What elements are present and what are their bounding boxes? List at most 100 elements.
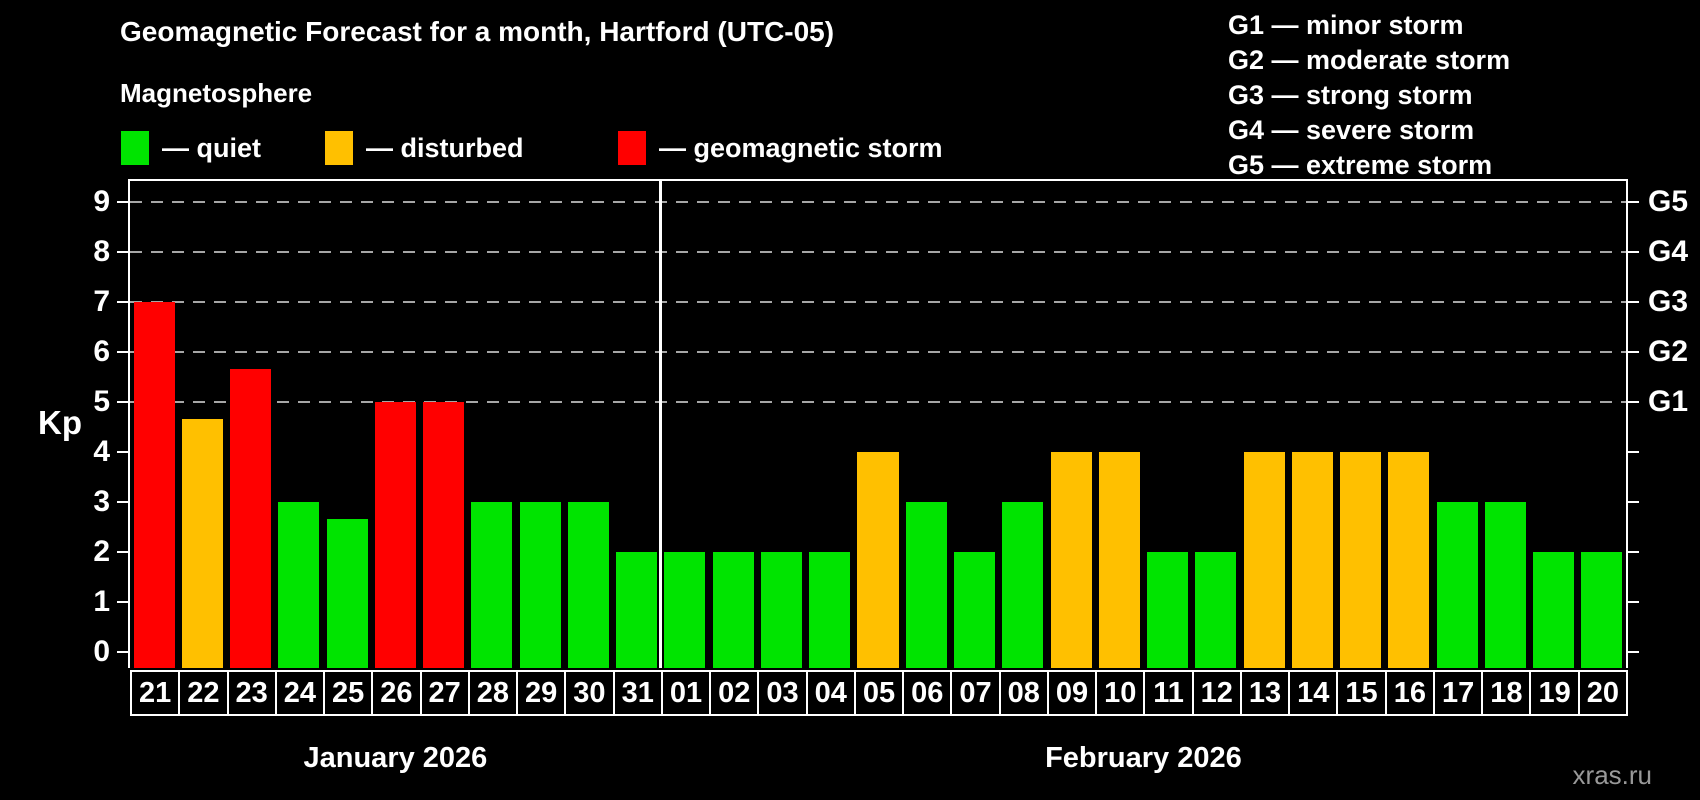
y-axis-tick-right: [1626, 501, 1639, 503]
y-axis-tick-right: [1626, 601, 1639, 603]
g-scale-legend: G1 — minor storm G2 — moderate storm G3 …: [1228, 8, 1510, 183]
y-axis-tick-label: 4: [93, 435, 110, 468]
day-label-02: 02: [709, 670, 758, 716]
legend-label-disturbed: — disturbed: [366, 132, 524, 163]
day-label-15: 15: [1336, 670, 1385, 716]
y-axis-tick-label: 2: [93, 535, 110, 568]
quiet-color-swatch: [121, 131, 149, 165]
storm-color-swatch: [618, 131, 646, 165]
g-scale-tick-label-g1: G1: [1648, 385, 1689, 418]
y-axis-tick-left: [117, 401, 130, 403]
kp-bar-day-30: [567, 502, 609, 668]
kp-bar-day-08: [1002, 502, 1044, 668]
day-label-22: 22: [178, 670, 227, 716]
y-axis-tick-label: 3: [93, 485, 110, 518]
kp-bar-day-28: [471, 502, 513, 668]
y-axis-tick-right: [1626, 551, 1639, 553]
kp-bar-day-16: [1388, 452, 1430, 668]
y-axis-tick-label: 5: [93, 385, 110, 418]
g-scale-legend-g3: G3 — strong storm: [1228, 80, 1473, 110]
day-label-30: 30: [564, 670, 613, 716]
magnetosphere-label: Magnetosphere: [120, 78, 313, 108]
day-label-07: 07: [950, 670, 999, 716]
day-label-20: 20: [1577, 670, 1628, 716]
day-label-26: 26: [371, 670, 420, 716]
kp-bar-day-06: [905, 502, 947, 668]
day-label-03: 03: [757, 670, 806, 716]
gridline-kp8: [130, 251, 1626, 253]
day-label-19: 19: [1529, 670, 1578, 716]
y-axis-tick-right: [1626, 351, 1639, 353]
plot-border-right: [1626, 179, 1628, 668]
y-axis-tick-left: [117, 551, 130, 553]
g-scale-tick-label-g2: G2: [1648, 335, 1689, 368]
day-label-11: 11: [1143, 670, 1192, 716]
gridline-kp6: [130, 351, 1626, 353]
y-axis-tick-right: [1626, 301, 1639, 303]
day-label-14: 14: [1288, 670, 1337, 716]
kp-bar-day-23: [230, 368, 272, 668]
g-scale-tick-label-g4: G4: [1648, 235, 1689, 268]
y-axis-tick-left: [117, 601, 130, 603]
day-label-31: 31: [612, 670, 661, 716]
kp-bar-day-24: [278, 502, 320, 668]
kp-bar-day-14: [1291, 452, 1333, 668]
y-axis-tick-label: 6: [93, 335, 110, 368]
y-axis-tick-left: [117, 651, 130, 653]
kp-bar-day-02: [712, 552, 754, 668]
kp-bar-day-15: [1340, 452, 1382, 668]
day-label-21: 21: [130, 670, 179, 716]
day-label-24: 24: [274, 670, 324, 716]
y-axis-tick-label: 7: [93, 285, 110, 318]
y-axis-tick-left: [117, 251, 130, 253]
kp-bar-day-31: [616, 552, 658, 668]
kp-bar-day-05: [857, 452, 899, 668]
kp-bar-day-20: [1581, 552, 1623, 668]
disturbed-color-swatch: [325, 131, 353, 165]
kp-bar-day-04: [809, 552, 851, 668]
y-axis-tick-label: 1: [93, 585, 110, 618]
g-scale-legend-g2: G2 — moderate storm: [1228, 45, 1511, 75]
g-scale-legend-g4: G4 — severe storm: [1228, 115, 1475, 145]
day-label-17: 17: [1432, 670, 1482, 716]
y-axis-tick-left: [117, 351, 130, 353]
day-label-18: 18: [1481, 670, 1530, 716]
y-axis-tick-left: [117, 301, 130, 303]
kp-bar-day-01: [664, 552, 706, 668]
kp-bar-day-13: [1243, 452, 1285, 668]
legend-item-disturbed: — disturbed: [325, 128, 524, 168]
kp-bar-day-12: [1195, 552, 1237, 668]
y-axis-tick-left: [117, 501, 130, 503]
kp-bar-day-03: [760, 552, 802, 668]
kp-bar-day-27: [423, 402, 465, 668]
legend-item-quiet: — quiet: [121, 128, 261, 168]
kp-bar-day-25: [326, 518, 368, 668]
legend-label-quiet: — quiet: [162, 132, 261, 163]
g-scale-legend-g1: G1 — minor storm: [1228, 10, 1464, 40]
plot-border-top: [128, 179, 1628, 181]
legend-label-storm: — geomagnetic storm: [659, 132, 943, 163]
g-scale-tick-label-g3: G3: [1648, 285, 1689, 318]
y-axis-tick-left: [117, 451, 130, 453]
gridline-kp9: [130, 201, 1626, 203]
day-label-23: 23: [226, 670, 275, 716]
plot-border-left: [128, 179, 130, 668]
day-label-10: 10: [1095, 670, 1144, 716]
y-axis-tick-right: [1626, 401, 1639, 403]
y-axis-tick-label: 0: [93, 635, 110, 668]
day-label-01: 01: [660, 670, 710, 716]
day-label-27: 27: [419, 670, 468, 716]
y-axis-title: Kp: [38, 404, 82, 441]
day-label-28: 28: [467, 670, 517, 716]
day-label-09: 09: [1046, 670, 1096, 716]
kp-bar-day-11: [1147, 552, 1189, 668]
day-label-06: 06: [902, 670, 951, 716]
y-axis-tick-right: [1626, 251, 1639, 253]
chart-title: Geomagnetic Forecast for a month, Hartfo…: [120, 16, 835, 47]
legend-item-storm: — geomagnetic storm: [618, 128, 943, 168]
y-axis-tick-right: [1626, 651, 1639, 653]
month-label-january-2026: January 2026: [303, 742, 488, 774]
day-label-05: 05: [853, 670, 903, 716]
